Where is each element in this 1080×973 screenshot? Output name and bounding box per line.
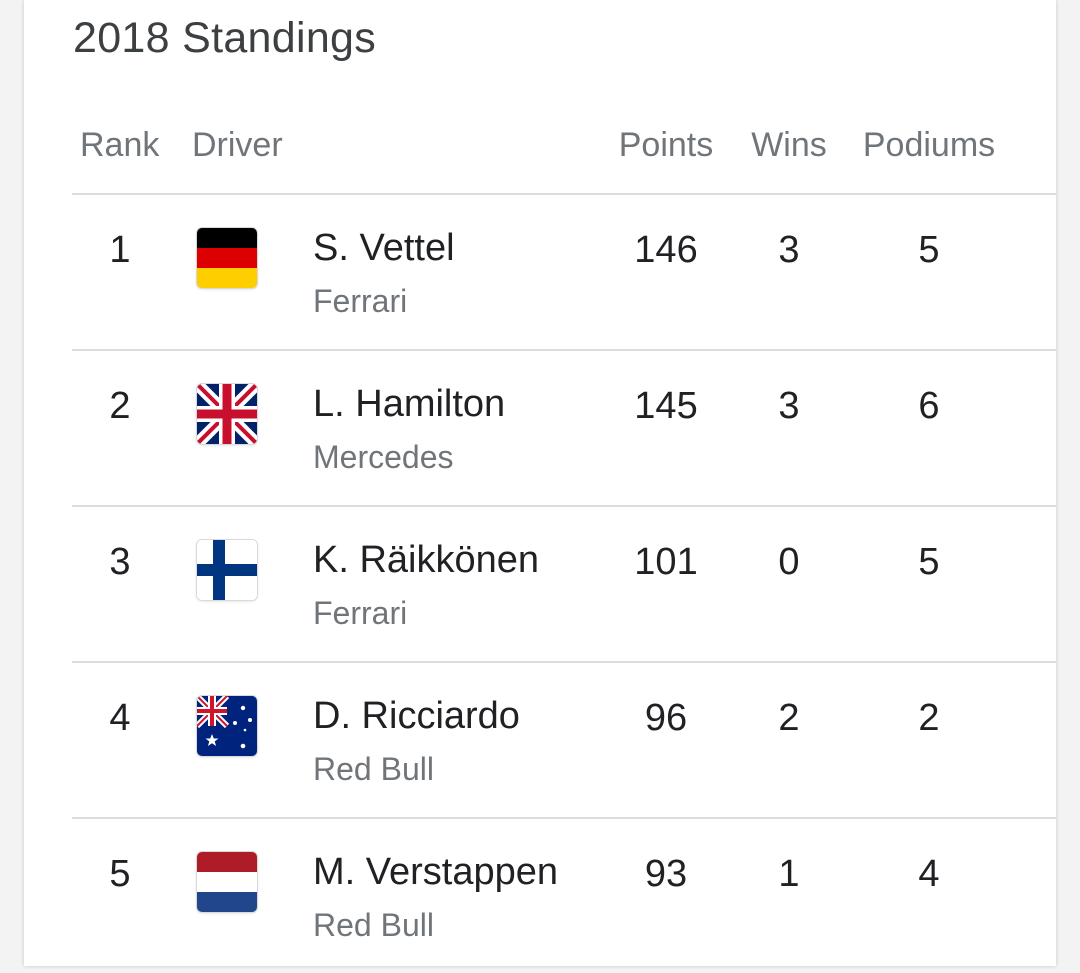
driver-name: S. Vettel	[313, 227, 455, 269]
points-cell: 145	[634, 385, 698, 427]
wins-cell: 3	[778, 385, 800, 427]
points-cell: 96	[644, 697, 688, 739]
page-title: 2018 Standings	[73, 14, 377, 62]
australia-flag-icon	[197, 696, 257, 756]
podiums-cell: 4	[918, 853, 940, 895]
united-kingdom-flag-icon	[197, 384, 257, 444]
rank-cell: 2	[109, 385, 131, 427]
standings-card: 2018 Standings Rank Driver Points Wins P…	[24, 0, 1056, 966]
driver-name: M. Verstappen	[313, 851, 559, 893]
table-row[interactable]: 2 L. Hamilton Mercedes 145 3 6	[72, 349, 1056, 505]
netherlands-flag-icon	[197, 852, 257, 912]
finland-flag-icon	[197, 540, 257, 600]
column-header-wins: Wins	[751, 126, 827, 164]
column-header-rank: Rank	[80, 126, 160, 164]
team-name: Ferrari	[313, 595, 408, 631]
podiums-cell: 6	[918, 385, 940, 427]
podiums-cell: 5	[918, 541, 940, 583]
wins-cell: 1	[778, 853, 800, 895]
points-cell: 101	[634, 541, 698, 583]
column-header-podiums: Podiums	[862, 126, 996, 164]
table-row[interactable]: 3 K. Räikkönen Ferrari 101 0 5	[72, 505, 1056, 661]
points-cell: 93	[644, 853, 688, 895]
column-header-driver: Driver	[192, 126, 283, 164]
germany-flag-icon	[197, 228, 257, 288]
column-header-points: Points	[618, 126, 714, 164]
team-name: Ferrari	[313, 283, 408, 319]
rank-cell: 3	[109, 541, 131, 583]
rank-cell: 5	[109, 853, 131, 895]
table-row[interactable]: 4 D. Riccia	[72, 661, 1056, 817]
rank-cell: 1	[109, 229, 131, 271]
podiums-cell: 5	[918, 229, 940, 271]
driver-name: D. Ricciardo	[313, 695, 520, 737]
wins-cell: 2	[778, 697, 800, 739]
standings-table: 1 S. Vettel Ferrari 146 3 5 2	[72, 193, 1056, 973]
team-name: Mercedes	[313, 439, 454, 475]
podiums-cell: 2	[918, 697, 940, 739]
points-cell: 146	[634, 229, 698, 271]
wins-cell: 3	[778, 229, 800, 271]
team-name: Red Bull	[313, 751, 434, 787]
driver-name: K. Räikkönen	[313, 539, 540, 581]
driver-name: L. Hamilton	[313, 383, 506, 425]
table-row[interactable]: 1 S. Vettel Ferrari 146 3 5	[72, 193, 1056, 349]
rank-cell: 4	[109, 697, 131, 739]
table-row[interactable]: 5 M. Verstappen Red Bull 93 1 4	[72, 817, 1056, 973]
team-name: Red Bull	[313, 907, 434, 943]
table-header: Rank Driver Points Wins Podiums	[24, 118, 1056, 194]
wins-cell: 0	[778, 541, 800, 583]
